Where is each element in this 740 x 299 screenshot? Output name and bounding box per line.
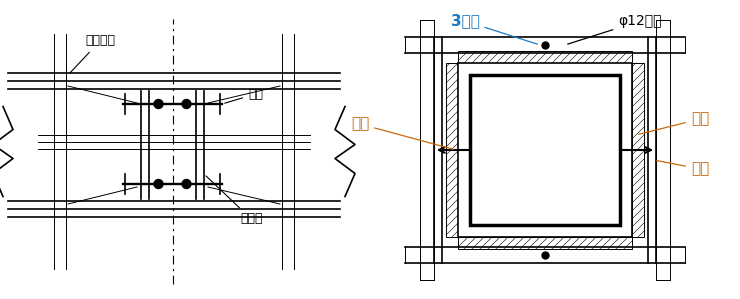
Text: 满堂支架: 满堂支架 [70,34,115,73]
Circle shape [182,179,191,188]
Bar [470,75,620,225]
Bar [458,237,632,249]
Bar [458,63,632,237]
Text: 木枋: 木枋 [351,117,454,149]
Text: 钢管: 钢管 [656,161,709,176]
Bar [632,63,644,237]
Text: 柱模板: 柱模板 [206,176,263,225]
Text: 3型卡: 3型卡 [451,13,537,44]
Circle shape [154,100,163,109]
Bar [446,63,458,237]
Circle shape [182,100,191,109]
Circle shape [154,179,163,188]
Text: 柱箍: 柱箍 [225,88,263,103]
Bar [458,51,632,63]
Text: φ12螺杆: φ12螺杆 [568,14,662,44]
Text: 模板: 模板 [639,112,709,134]
